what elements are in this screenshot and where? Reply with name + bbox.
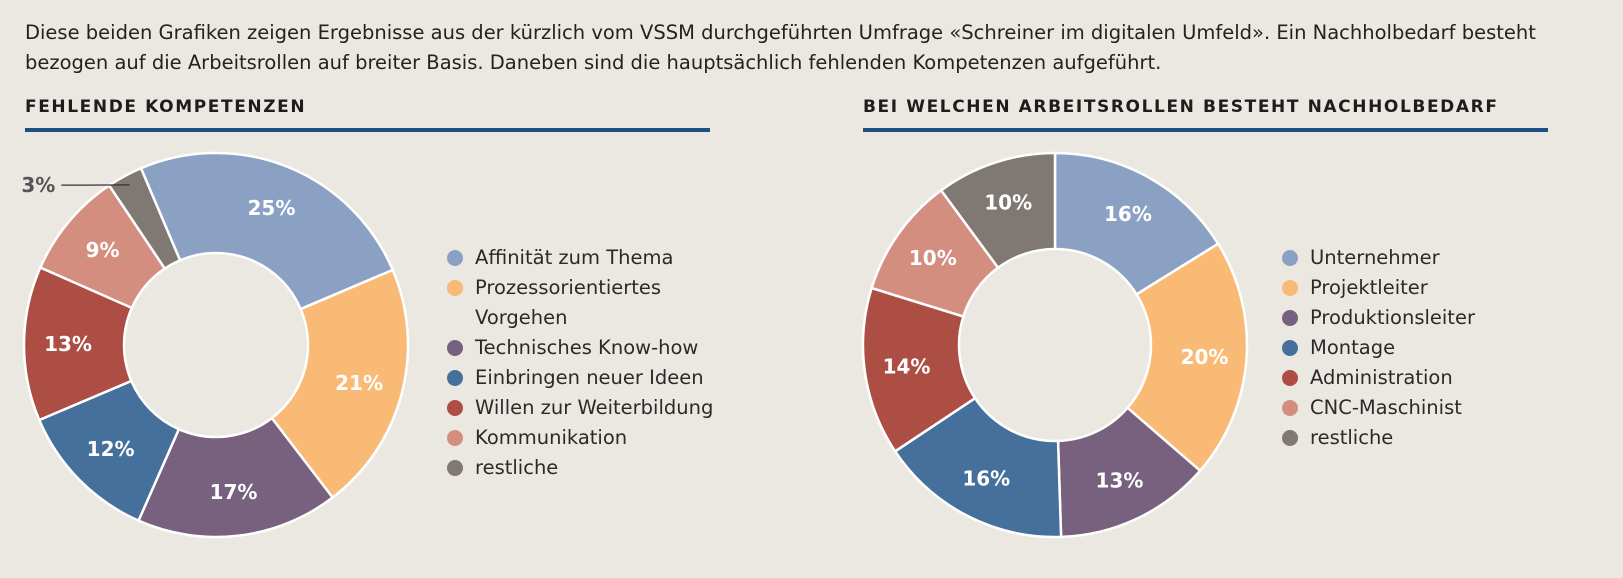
donut-slice xyxy=(939,151,1057,270)
legend-arbeitsrollen: Unternehmer Projektleiter Produktionsleite… xyxy=(1282,243,1582,453)
legend-kompetenzen: Affinität zum Thema Prozessorientiertes V… xyxy=(447,243,747,483)
legend-label: Affinität zum Thema xyxy=(475,246,674,269)
slice-value-label: 10% xyxy=(984,190,1032,214)
donut-slice xyxy=(136,416,335,539)
legend-label: Einbringen neuer Ideen xyxy=(475,366,704,389)
slice-value-label: 14% xyxy=(883,354,931,378)
legend-swatch xyxy=(447,340,463,356)
legend-swatch xyxy=(1282,370,1298,386)
legend-swatch xyxy=(1282,250,1298,266)
legend-swatch xyxy=(447,280,463,296)
legend-swatch xyxy=(447,430,463,446)
legend-swatch xyxy=(1282,280,1298,296)
slice-value-label: 12% xyxy=(87,437,135,461)
slice-value-label: 16% xyxy=(962,466,1010,490)
legend-label: Technisches Know-how xyxy=(475,336,699,359)
donut-slice xyxy=(893,396,1063,539)
legend-item: Willen zur Weiterbildung xyxy=(447,393,725,423)
legend-label: Administration xyxy=(1310,366,1453,389)
donut-slice xyxy=(1053,151,1220,297)
legend-label: restliche xyxy=(1310,426,1394,449)
legend-item: Unternehmer xyxy=(1282,243,1582,273)
slice-value-label: 20% xyxy=(1181,345,1229,369)
slice-value-label: 3% xyxy=(21,173,55,197)
donut-slice xyxy=(1125,242,1249,473)
legend-label: Willen zur Weiterbildung xyxy=(475,396,714,419)
donut-slice xyxy=(270,268,410,500)
legend-label: Montage xyxy=(1310,336,1396,359)
legend-swatch xyxy=(1282,400,1298,416)
legend-swatch xyxy=(1282,340,1298,356)
legend-swatch xyxy=(447,400,463,416)
title-rule-kompetenzen xyxy=(25,128,710,132)
slice-value-label: 10% xyxy=(909,246,957,270)
legend-swatch xyxy=(447,460,463,476)
legend-item: Montage xyxy=(1282,333,1582,363)
slice-value-label: 13% xyxy=(1096,468,1144,492)
title-rule-arbeitsrollen xyxy=(863,128,1548,132)
slice-value-label: 13% xyxy=(44,332,92,356)
slice-value-label: 17% xyxy=(210,480,258,504)
legend-item: CNC-Maschinist xyxy=(1282,393,1582,423)
legend-item: Produktionsleiter xyxy=(1282,303,1582,333)
legend-item: restliche xyxy=(447,453,725,483)
slice-value-label: 21% xyxy=(335,371,383,395)
slice-value-label: 16% xyxy=(1104,202,1152,226)
legend-label: Unternehmer xyxy=(1310,246,1440,269)
legend-item: Einbringen neuer Ideen xyxy=(447,363,725,393)
legend-swatch xyxy=(447,370,463,386)
legend-label: CNC-Maschinist xyxy=(1310,396,1462,419)
legend-swatch xyxy=(1282,430,1298,446)
legend-label: Projektleiter xyxy=(1310,276,1428,299)
intro-text: Diese beiden Grafiken zeigen Ergebnisse … xyxy=(25,21,1536,74)
legend-label: Kommunikation xyxy=(475,426,628,449)
legend-label: Prozessorientiertes Vorgehen xyxy=(475,276,662,329)
legend-label: Produktionsleiter xyxy=(1310,306,1475,329)
legend-item: Administration xyxy=(1282,363,1582,393)
legend-swatch xyxy=(447,250,463,266)
donut-slice xyxy=(139,151,395,311)
chart-title-kompetenzen: FEHLENDE KOMPETENZEN xyxy=(25,97,307,117)
chart-title-arbeitsrollen: BEI WELCHEN ARBEITSROLLEN BESTEHT NACHHO… xyxy=(863,97,1499,117)
legend-label: restliche xyxy=(475,456,559,479)
slice-value-label: 25% xyxy=(248,196,296,220)
legend-item: Kommunikation xyxy=(447,423,725,453)
donut-slice xyxy=(107,166,182,271)
slice-value-label: 9% xyxy=(86,238,120,262)
legend-item: Affinität zum Thema xyxy=(447,243,725,273)
legend-swatch xyxy=(1282,310,1298,326)
legend-item: restliche xyxy=(1282,423,1582,453)
legend-item: Projektleiter xyxy=(1282,273,1582,303)
legend-item: Prozessorientiertes Vorgehen xyxy=(447,273,725,333)
legend-item: Technisches Know-how xyxy=(447,333,725,363)
